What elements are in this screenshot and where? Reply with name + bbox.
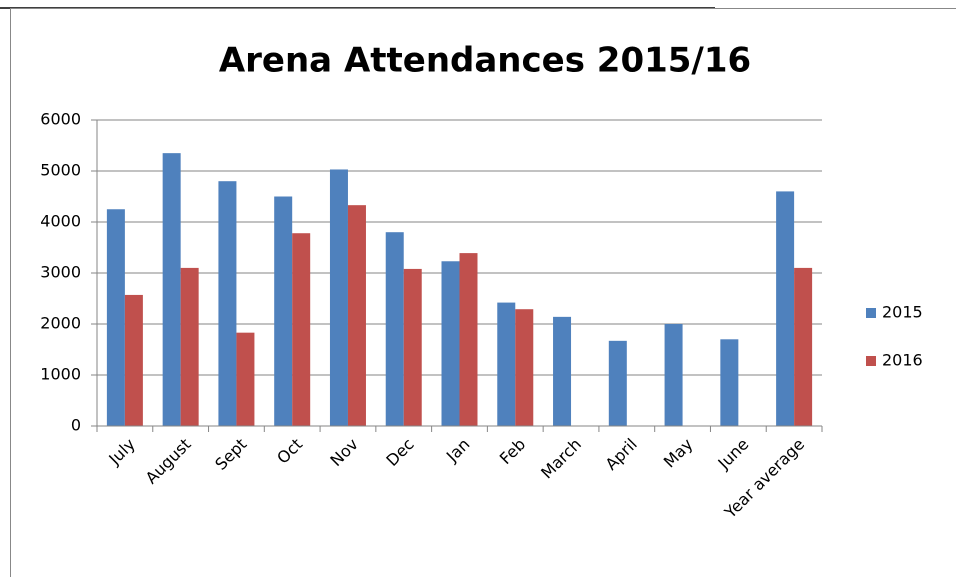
- bar: [385, 232, 404, 426]
- bar: [162, 153, 181, 426]
- bar: [553, 316, 572, 426]
- bar: [403, 268, 422, 426]
- bar: [459, 253, 478, 426]
- y-tick-label: 2000: [40, 314, 81, 333]
- chart-title: Arena Attendances 2015/16: [219, 41, 751, 81]
- legend-label: 2015: [882, 303, 923, 322]
- legend-swatch: [866, 356, 876, 366]
- y-tick-label: 5000: [40, 161, 81, 180]
- bar: [236, 332, 255, 426]
- bar: [664, 324, 683, 426]
- legend-swatch: [866, 308, 876, 318]
- bar: [441, 261, 460, 426]
- bar: [106, 209, 125, 426]
- bar: [776, 191, 795, 426]
- bar: [794, 267, 813, 426]
- y-tick-label: 1000: [40, 365, 81, 384]
- bar: [497, 302, 516, 426]
- y-tick-label: 0: [71, 416, 81, 435]
- bar: [347, 205, 366, 426]
- bar: [720, 339, 739, 426]
- legend-label: 2016: [882, 351, 923, 370]
- bar: [124, 294, 143, 426]
- bar: [608, 340, 627, 426]
- y-tick-label: 6000: [40, 110, 81, 129]
- bar: [329, 169, 348, 426]
- y-tick-label: 3000: [40, 263, 81, 282]
- chart-frame: [10, 8, 956, 577]
- bar: [515, 309, 534, 426]
- y-tick-label: 4000: [40, 212, 81, 231]
- bar: [180, 267, 199, 426]
- bar: [218, 181, 237, 426]
- bar: [292, 233, 311, 426]
- bar: [274, 196, 293, 426]
